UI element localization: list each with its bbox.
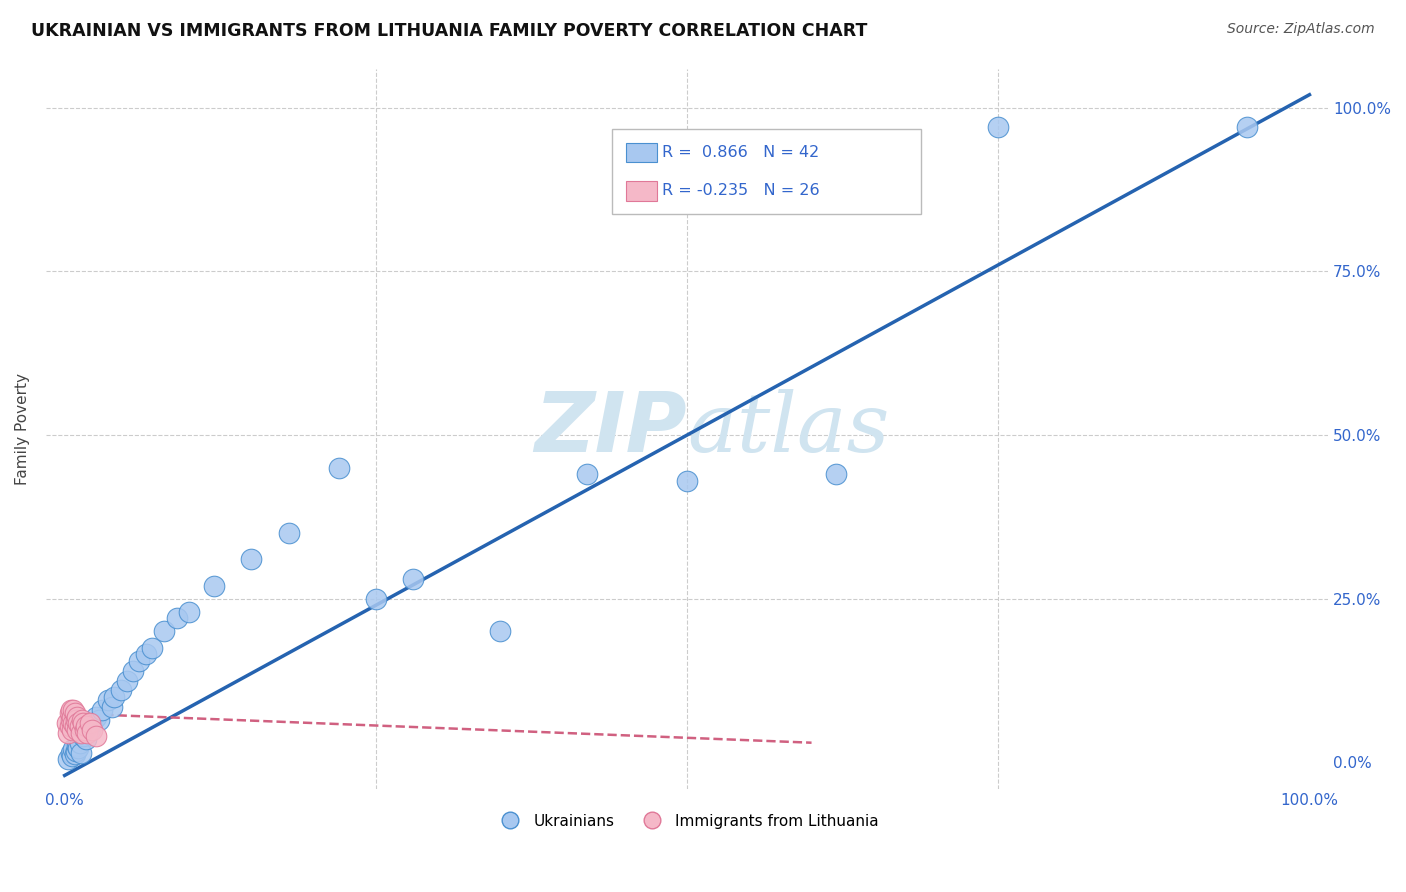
Point bbox=[62, 716, 84, 731]
Point bbox=[66, 723, 89, 737]
Point bbox=[80, 723, 103, 737]
Point bbox=[62, 703, 84, 717]
Point bbox=[72, 716, 94, 731]
Point bbox=[69, 726, 91, 740]
Point bbox=[63, 747, 86, 762]
Text: R =  0.866   N = 42: R = 0.866 N = 42 bbox=[662, 145, 820, 160]
Point bbox=[115, 673, 138, 688]
Point bbox=[402, 572, 425, 586]
Point bbox=[103, 690, 125, 704]
Point bbox=[69, 746, 91, 760]
Point bbox=[122, 664, 145, 678]
Point bbox=[58, 726, 80, 740]
Point bbox=[59, 706, 82, 721]
Point bbox=[987, 120, 1010, 135]
Point bbox=[70, 713, 93, 727]
Point bbox=[73, 723, 96, 737]
Point bbox=[91, 703, 114, 717]
Point bbox=[128, 654, 150, 668]
Point bbox=[66, 739, 89, 753]
Point bbox=[60, 723, 83, 737]
Text: R = -0.235   N = 26: R = -0.235 N = 26 bbox=[662, 184, 820, 198]
Point bbox=[60, 709, 83, 723]
Point bbox=[328, 460, 350, 475]
Point bbox=[110, 683, 132, 698]
Point bbox=[202, 579, 225, 593]
Point bbox=[84, 709, 107, 723]
Point bbox=[63, 706, 86, 721]
Point bbox=[56, 716, 79, 731]
Text: atlas: atlas bbox=[688, 389, 890, 468]
Point bbox=[76, 719, 98, 733]
Point bbox=[489, 624, 512, 639]
Point bbox=[65, 713, 87, 727]
Point bbox=[364, 591, 387, 606]
Text: Source: ZipAtlas.com: Source: ZipAtlas.com bbox=[1227, 22, 1375, 37]
Point bbox=[62, 742, 84, 756]
Point bbox=[166, 611, 188, 625]
Point bbox=[69, 736, 91, 750]
Point bbox=[75, 732, 97, 747]
Legend: Ukrainians, Immigrants from Lithuania: Ukrainians, Immigrants from Lithuania bbox=[489, 807, 886, 835]
Point bbox=[58, 752, 80, 766]
Point bbox=[825, 467, 848, 482]
Point bbox=[67, 716, 90, 731]
Point bbox=[59, 746, 82, 760]
Y-axis label: Family Poverty: Family Poverty bbox=[15, 373, 30, 484]
Point bbox=[60, 748, 83, 763]
Point bbox=[1236, 120, 1258, 135]
Point bbox=[277, 526, 299, 541]
Point bbox=[66, 709, 89, 723]
Point bbox=[240, 552, 263, 566]
Point bbox=[67, 741, 90, 756]
Point bbox=[65, 743, 87, 757]
Point bbox=[676, 474, 699, 488]
Point bbox=[153, 624, 176, 639]
Point bbox=[179, 605, 201, 619]
Point bbox=[97, 693, 120, 707]
Point bbox=[84, 729, 107, 743]
Point bbox=[135, 648, 157, 662]
Point bbox=[89, 713, 111, 727]
Text: ZIP: ZIP bbox=[534, 388, 688, 469]
Point bbox=[576, 467, 599, 482]
Point bbox=[79, 716, 101, 731]
Point bbox=[80, 716, 103, 731]
Point bbox=[76, 726, 98, 740]
Point bbox=[101, 699, 124, 714]
Point bbox=[79, 723, 101, 737]
Point bbox=[141, 640, 163, 655]
Point bbox=[75, 719, 97, 733]
Point bbox=[59, 703, 82, 717]
Point bbox=[63, 719, 86, 733]
Text: UKRAINIAN VS IMMIGRANTS FROM LITHUANIA FAMILY POVERTY CORRELATION CHART: UKRAINIAN VS IMMIGRANTS FROM LITHUANIA F… bbox=[31, 22, 868, 40]
Point bbox=[69, 719, 91, 733]
Point bbox=[59, 713, 82, 727]
Point bbox=[59, 719, 82, 733]
Point bbox=[72, 729, 94, 743]
